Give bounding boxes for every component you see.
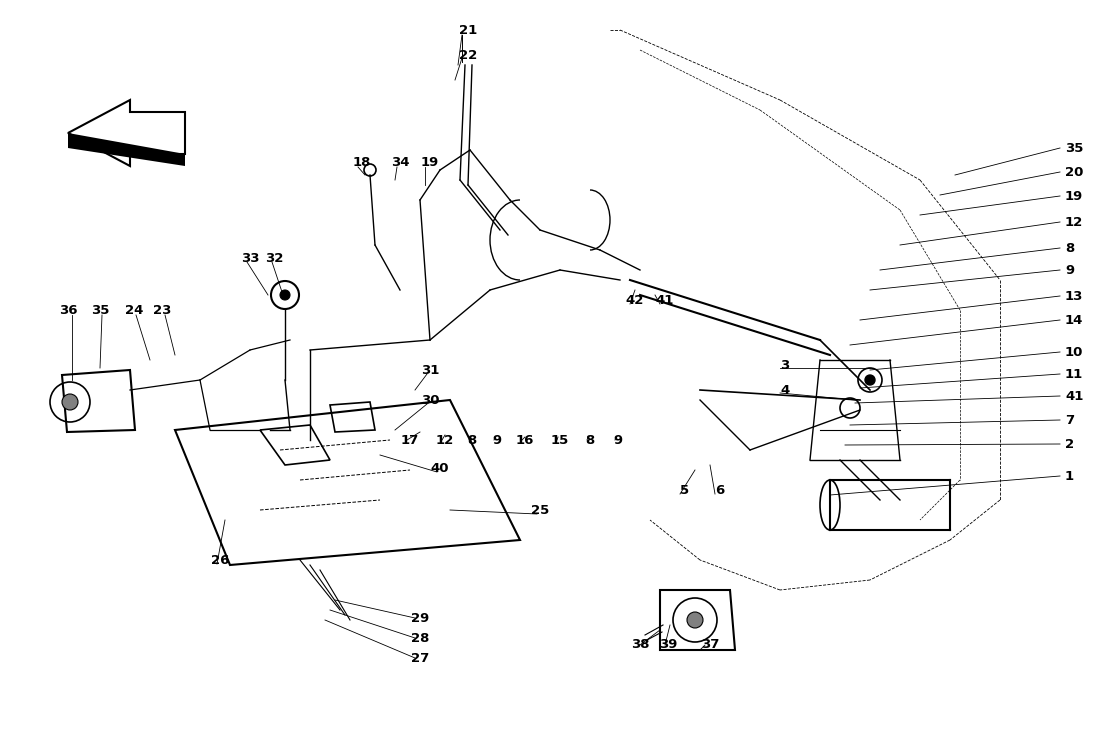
Text: 13: 13 xyxy=(1065,289,1084,302)
Text: 19: 19 xyxy=(421,156,439,168)
Text: 8: 8 xyxy=(468,434,476,447)
Text: 4: 4 xyxy=(780,384,790,396)
Text: 5: 5 xyxy=(681,483,690,497)
Text: 20: 20 xyxy=(1065,165,1084,179)
Polygon shape xyxy=(68,133,185,166)
Text: 9: 9 xyxy=(1065,263,1074,277)
Text: 9: 9 xyxy=(614,434,623,447)
Text: 8: 8 xyxy=(1065,242,1075,254)
Text: 33: 33 xyxy=(241,251,260,265)
Text: 2: 2 xyxy=(1065,438,1074,450)
Text: 28: 28 xyxy=(410,631,429,645)
Text: 19: 19 xyxy=(1065,189,1084,203)
Text: 25: 25 xyxy=(531,503,549,517)
Text: 31: 31 xyxy=(421,364,439,376)
Text: 6: 6 xyxy=(715,483,725,497)
Text: 16: 16 xyxy=(516,434,535,447)
Text: 40: 40 xyxy=(431,462,449,474)
Circle shape xyxy=(280,290,290,300)
Text: 12: 12 xyxy=(436,434,454,447)
Text: 1: 1 xyxy=(1065,470,1074,482)
Text: 15: 15 xyxy=(551,434,569,447)
Text: 24: 24 xyxy=(124,304,143,316)
Text: 7: 7 xyxy=(1065,414,1074,426)
Text: 39: 39 xyxy=(659,639,678,652)
Text: 8: 8 xyxy=(585,434,595,447)
Text: 41: 41 xyxy=(1065,390,1084,402)
Text: 35: 35 xyxy=(91,304,109,316)
Text: 17: 17 xyxy=(400,434,419,447)
Text: 35: 35 xyxy=(1065,141,1084,155)
Text: 37: 37 xyxy=(701,639,719,652)
Text: 30: 30 xyxy=(420,393,439,406)
Circle shape xyxy=(688,612,703,628)
Text: 42: 42 xyxy=(626,293,645,307)
Text: 3: 3 xyxy=(780,358,790,372)
Text: 11: 11 xyxy=(1065,367,1084,381)
Text: 38: 38 xyxy=(630,639,649,652)
Circle shape xyxy=(62,394,78,410)
Text: 36: 36 xyxy=(58,304,77,316)
Text: 23: 23 xyxy=(153,304,172,316)
Text: 34: 34 xyxy=(390,156,409,168)
Text: 18: 18 xyxy=(353,156,371,168)
Text: 21: 21 xyxy=(459,23,477,37)
Text: 10: 10 xyxy=(1065,346,1084,358)
Text: 9: 9 xyxy=(493,434,502,447)
Text: 41: 41 xyxy=(656,293,674,307)
Text: 32: 32 xyxy=(265,251,283,265)
Text: 22: 22 xyxy=(459,49,477,61)
Text: 14: 14 xyxy=(1065,313,1084,326)
Text: 27: 27 xyxy=(411,652,429,664)
Circle shape xyxy=(865,375,874,385)
Text: 26: 26 xyxy=(211,554,229,566)
Text: 29: 29 xyxy=(411,612,429,625)
Text: 12: 12 xyxy=(1065,215,1084,228)
